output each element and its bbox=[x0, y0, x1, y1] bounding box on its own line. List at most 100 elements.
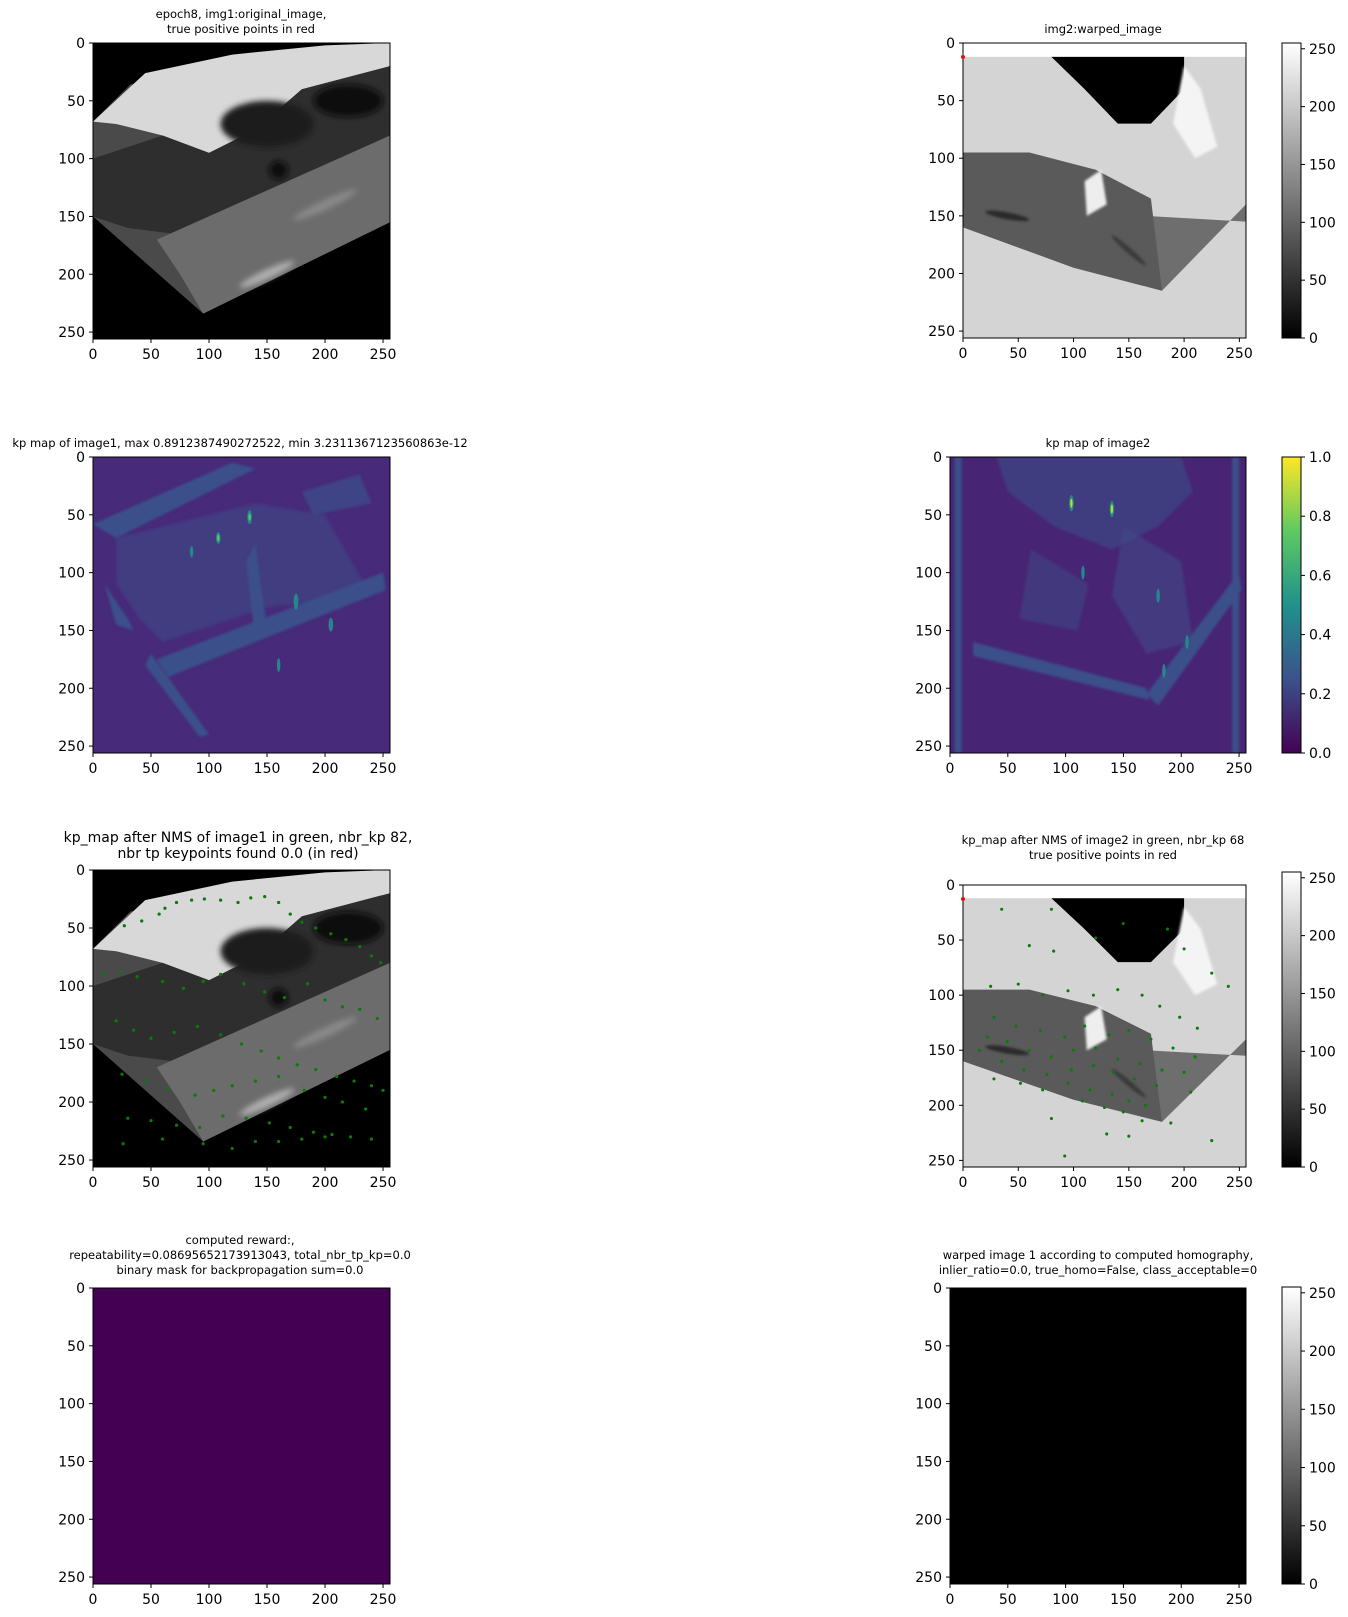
panel-reward-mask bbox=[93, 1288, 390, 1584]
keypoint-marker bbox=[1094, 936, 1098, 940]
keypoint-marker bbox=[1102, 1105, 1107, 1110]
y-tick-label: 50 bbox=[937, 933, 955, 949]
keypoint-marker bbox=[1052, 949, 1056, 953]
y-tick-label: 150 bbox=[928, 1043, 955, 1059]
image-img2 bbox=[963, 43, 1246, 338]
colorbar-tick-label: 250 bbox=[1309, 1286, 1336, 1302]
subplot-title: epoch8, img1:original_image, bbox=[156, 7, 327, 21]
y-tick-label: 250 bbox=[928, 1153, 955, 1169]
y-tick-label: 200 bbox=[58, 1095, 85, 1111]
x-tick-label: 50 bbox=[142, 761, 160, 777]
axes-frame bbox=[962, 884, 1247, 1168]
x-tick-label: 250 bbox=[1226, 761, 1253, 777]
keypoints-img2 bbox=[978, 907, 1230, 1158]
keypoint-marker bbox=[218, 1033, 223, 1037]
keypoint-marker bbox=[1071, 1048, 1076, 1052]
colorbar-tick-label: 150 bbox=[1309, 157, 1336, 173]
keypoint-marker bbox=[1083, 1024, 1087, 1028]
x-tick-label: 50 bbox=[142, 1175, 160, 1191]
keypoint-marker bbox=[1110, 1092, 1114, 1096]
axes-frame bbox=[949, 1287, 1247, 1585]
y-tick-label: 100 bbox=[915, 566, 942, 582]
y-tick-label: 150 bbox=[58, 623, 85, 639]
keypoint-marker bbox=[1195, 1026, 1199, 1030]
keypoint-marker bbox=[1127, 1134, 1131, 1138]
keypoint-marker bbox=[1045, 1072, 1049, 1077]
keypoint-marker bbox=[160, 1137, 165, 1141]
subplot-titles: epoch8, img1:original_image,true positiv… bbox=[12, 7, 1257, 1277]
subplot-title: kp_map after NMS of image2 in green, nbr… bbox=[962, 833, 1245, 847]
keypoint-marker bbox=[277, 1056, 281, 1060]
keypoint-marker bbox=[221, 1114, 225, 1118]
y-tick-label: 0 bbox=[76, 863, 85, 879]
x-tick-label: 250 bbox=[370, 1175, 397, 1191]
x-tick-label: 100 bbox=[1052, 1592, 1079, 1608]
x-tick-label: 150 bbox=[254, 1592, 281, 1608]
y-tick-label: 0 bbox=[76, 450, 85, 466]
keypoint-marker bbox=[1171, 1046, 1175, 1050]
subplot-title: inlier_ratio=0.0, true_homo=False, class… bbox=[939, 1263, 1257, 1277]
keypoint-marker bbox=[157, 912, 161, 916]
keypoint-marker bbox=[314, 1067, 318, 1072]
keypoint-marker bbox=[1016, 982, 1020, 986]
keypoint-marker bbox=[1178, 1015, 1182, 1019]
keypoint-marker bbox=[369, 954, 374, 958]
keypoint-marker bbox=[1140, 1119, 1144, 1123]
keypoint-marker bbox=[135, 975, 139, 979]
x-tick-label: 100 bbox=[196, 761, 223, 777]
keypoint-marker bbox=[149, 1118, 153, 1123]
keypoint-marker bbox=[1049, 1055, 1053, 1059]
x-tick-label: 50 bbox=[142, 1592, 160, 1608]
colorbar-tick-label: 250 bbox=[1309, 42, 1336, 58]
keypoint-marker bbox=[1005, 1039, 1009, 1043]
y-tick-label: 200 bbox=[58, 1512, 85, 1528]
x-tick-label: 250 bbox=[1226, 1175, 1253, 1191]
keypoint-marker bbox=[1105, 1132, 1109, 1136]
keypoint-marker bbox=[267, 1121, 271, 1125]
y-tick-label: 200 bbox=[58, 267, 85, 283]
keypoint-marker bbox=[288, 1125, 292, 1130]
keypoint-marker bbox=[1116, 1057, 1120, 1061]
colorbar-tick-label: 0 bbox=[1309, 331, 1318, 347]
axes-frame bbox=[92, 869, 391, 1168]
x-tick-label: 200 bbox=[312, 347, 339, 363]
colorbar-tick-label: 0.6 bbox=[1309, 568, 1331, 584]
keypoint-marker bbox=[1165, 927, 1170, 931]
keypoint-marker bbox=[163, 906, 167, 910]
x-tick-label: 250 bbox=[1226, 1592, 1253, 1608]
x-tick-label: 50 bbox=[999, 761, 1017, 777]
keypoint-marker bbox=[259, 1049, 263, 1053]
keypoint-marker bbox=[1080, 1099, 1084, 1103]
axes-frame bbox=[962, 42, 1247, 339]
keypoint-marker bbox=[311, 1130, 316, 1134]
keypoint-marker bbox=[1022, 1068, 1026, 1072]
keypoint-marker bbox=[358, 944, 362, 949]
keypoint-marker bbox=[114, 1019, 118, 1023]
panel-img2-warped bbox=[963, 43, 1246, 338]
keypoint-marker bbox=[242, 982, 246, 986]
y-tick-label: 100 bbox=[58, 979, 85, 995]
keypoint-marker bbox=[1038, 1028, 1042, 1032]
keypoint-marker bbox=[244, 1116, 248, 1120]
y-tick-label: 150 bbox=[58, 209, 85, 225]
x-tick-label: 200 bbox=[1168, 761, 1195, 777]
x-tick-label: 100 bbox=[196, 1175, 223, 1191]
x-tick-label: 0 bbox=[959, 346, 968, 362]
keypoint-marker bbox=[1049, 1116, 1053, 1121]
keypoint-marker bbox=[1111, 1070, 1115, 1074]
keypoint-marker bbox=[335, 1074, 339, 1079]
keypoint-marker bbox=[295, 1063, 299, 1067]
x-tick-label: 150 bbox=[254, 761, 281, 777]
keypoint-marker bbox=[1138, 1061, 1142, 1065]
keypoint-marker bbox=[1107, 1033, 1111, 1037]
keypoint-marker bbox=[1143, 1103, 1147, 1107]
keypoint-marker bbox=[330, 1132, 334, 1137]
keypoint-marker bbox=[230, 1084, 234, 1088]
keypoint-marker bbox=[201, 1142, 205, 1146]
keypoint-marker bbox=[1169, 1121, 1173, 1125]
keypoint-marker bbox=[992, 1077, 996, 1081]
y-tick-label: 200 bbox=[928, 266, 955, 282]
y-tick-label: 250 bbox=[58, 739, 85, 755]
y-tick-label: 50 bbox=[937, 94, 955, 110]
